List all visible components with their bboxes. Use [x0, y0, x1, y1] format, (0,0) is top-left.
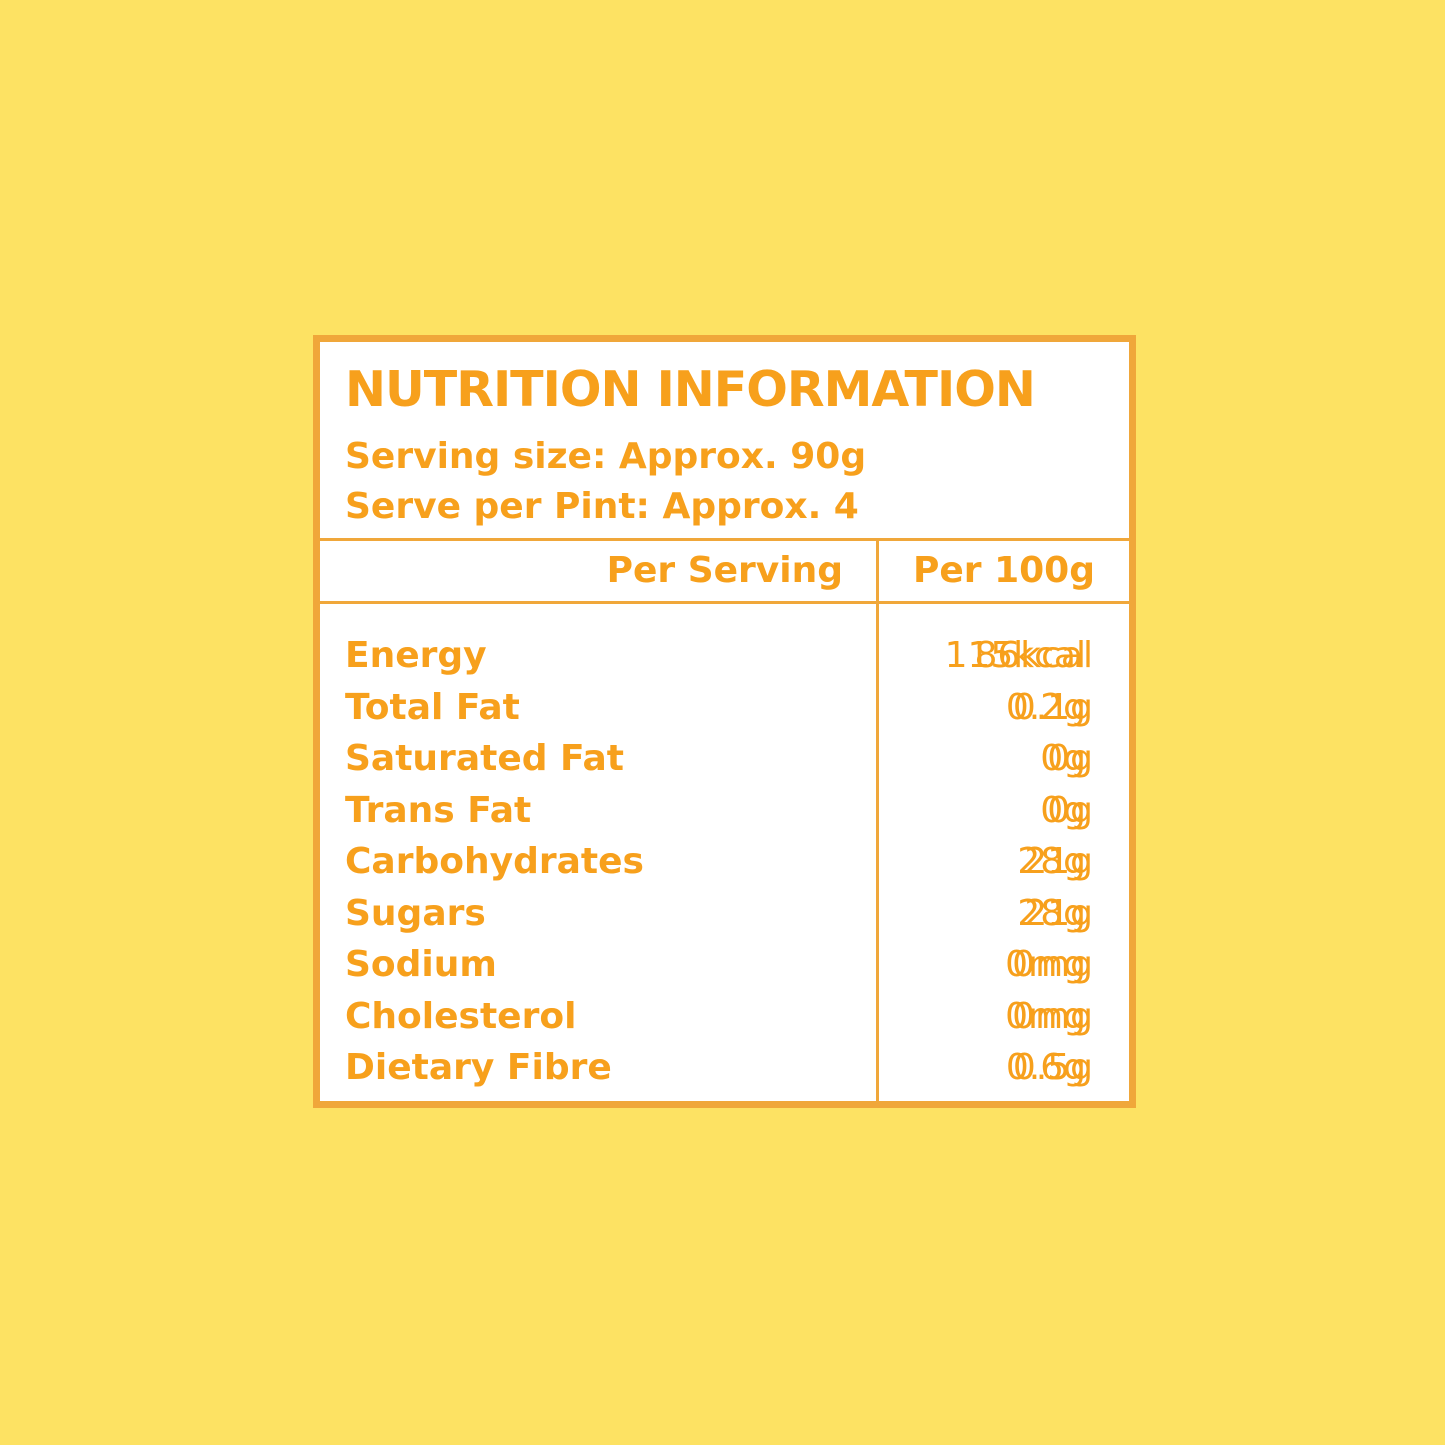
per-serving-value: 21g — [1024, 892, 1093, 934]
per-serving-value: 0mg — [1012, 944, 1093, 985]
nutrient-name: Sugars — [345, 892, 486, 934]
serve-per-pint-text: Serve per Pint: Approx. 4 — [345, 486, 859, 527]
per-100g-value: 0mg — [1005, 944, 1086, 985]
per-100g-value: 0g — [1040, 789, 1086, 831]
per-serving-value: 0g — [1047, 789, 1093, 831]
table-row-cholesterol: Cholesterol 0mg — [320, 991, 1129, 1043]
per-serving-value: 0.1g — [1012, 686, 1093, 728]
nutrient-name: Saturated Fat — [345, 738, 625, 779]
nutrient-name: Carbohydrates — [345, 841, 644, 882]
per-serving-value: 0g — [1047, 738, 1093, 779]
per-100g-value: 28g — [1017, 841, 1086, 882]
table-row-trans-fat: Trans Fat 0g — [320, 785, 1129, 837]
per-serving-value: 86kcal — [974, 635, 1093, 676]
nutrition-title: NUTRITION INFORMATION — [345, 361, 1036, 418]
nutrient-name: Cholesterol — [345, 995, 577, 1037]
table-row-dietary-fibre: Dietary Fibre 0.5g — [320, 1042, 1129, 1094]
nutrition-label-panel: NUTRITION INFORMATION Serving size: Appr… — [313, 335, 1136, 1108]
per-100g-value: 28g — [1017, 892, 1086, 934]
nutrient-name: Total Fat — [345, 686, 520, 728]
table-body: Energy 86kcal Total Fat 0.1g Saturated F… — [320, 604, 1129, 1101]
per-100g-value: 0g — [1040, 738, 1086, 779]
table-row-sugars: Sugars 21g — [320, 888, 1129, 940]
per-100g-value: 0.2g — [1005, 686, 1086, 728]
per-100g-value: 115kcal — [944, 635, 1086, 676]
per-100g-value: 0.6g — [1005, 1047, 1086, 1088]
column-header-per-serving: Per Serving — [606, 550, 843, 591]
column-header-per-100g: Per 100g — [876, 541, 1129, 601]
nutrient-name: Energy — [345, 635, 487, 676]
table-row-sodium: Sodium 0mg — [320, 939, 1129, 991]
nutrition-table: Per Serving Per 100g Energy 86kcal Total… — [320, 538, 1129, 1101]
table-row-total-fat: Total Fat 0.1g — [320, 682, 1129, 734]
column-divider-line — [876, 604, 879, 1101]
nutrient-name: Trans Fat — [345, 789, 532, 831]
per-serving-value: 0.5g — [1012, 1047, 1093, 1088]
serving-size-text: Serving size: Approx. 90g — [345, 436, 867, 477]
per-100g-column: 115kcal 0.2g 0g 0g 28g 28g 0mg 0mg 0.6g — [879, 630, 1129, 1094]
table-row-saturated-fat: Saturated Fat 0g — [320, 733, 1129, 785]
per-serving-value: 0mg — [1012, 995, 1093, 1037]
table-row-energy: Energy 86kcal — [320, 630, 1129, 682]
table-header-row: Per Serving Per 100g — [320, 538, 1129, 604]
nutrient-name: Sodium — [345, 944, 497, 985]
table-row-carbohydrates: Carbohydrates 21g — [320, 836, 1129, 888]
per-100g-value: 0mg — [1005, 995, 1086, 1037]
per-serving-value: 21g — [1024, 841, 1093, 882]
nutrient-name: Dietary Fibre — [345, 1047, 612, 1088]
label-header: NUTRITION INFORMATION Serving size: Appr… — [320, 342, 1129, 532]
